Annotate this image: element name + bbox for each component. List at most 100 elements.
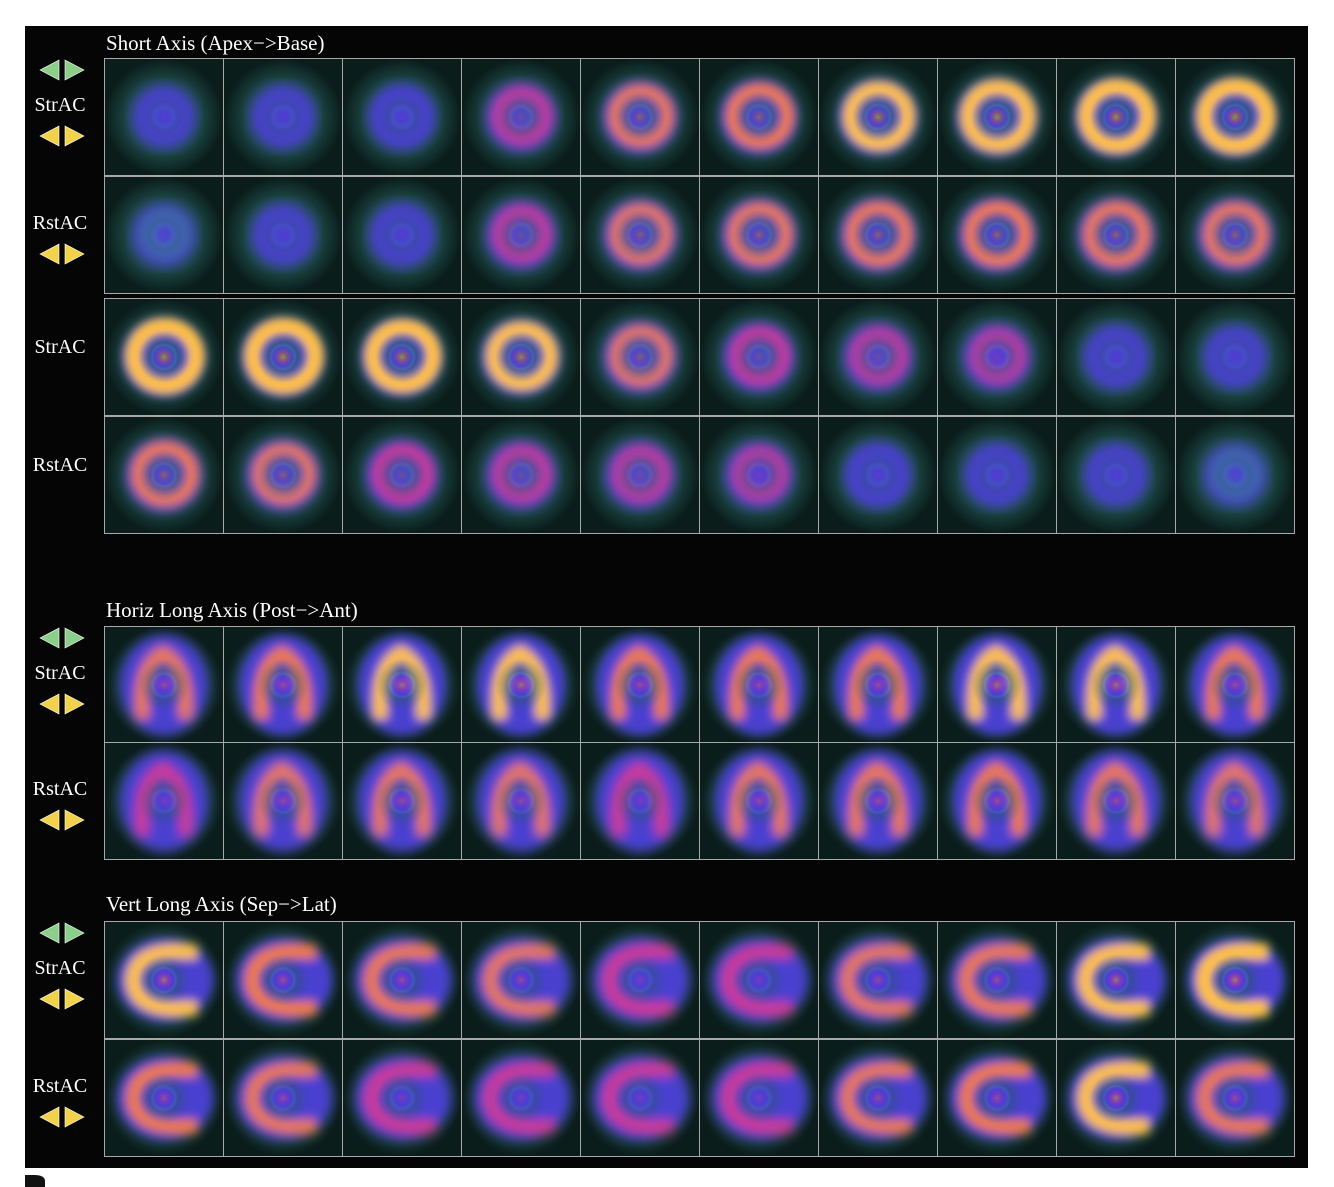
slice-image[interactable]: [818, 921, 938, 1039]
slice-image[interactable]: [580, 742, 700, 860]
slice-image[interactable]: [580, 176, 700, 294]
slice-image[interactable]: [461, 921, 581, 1039]
slice-image[interactable]: [104, 416, 224, 534]
slice-image[interactable]: [223, 176, 343, 294]
slice-image[interactable]: [342, 921, 462, 1039]
slice-row: [104, 58, 1295, 176]
slice-image[interactable]: [1175, 58, 1295, 176]
slice-image[interactable]: [223, 416, 343, 534]
slice-image[interactable]: [104, 742, 224, 860]
slice-image[interactable]: [1175, 176, 1295, 294]
row-label-rstac: RstAC: [32, 1075, 88, 1097]
slice-image[interactable]: [937, 298, 1057, 416]
slice-nav-arrows-yellow-icon[interactable]: [38, 124, 86, 148]
slice-image[interactable]: [1056, 742, 1176, 860]
slice-image[interactable]: [461, 742, 581, 860]
slice-image[interactable]: [342, 176, 462, 294]
slice-image[interactable]: [818, 416, 938, 534]
slice-image[interactable]: [699, 1039, 819, 1157]
slice-image[interactable]: [223, 1039, 343, 1157]
slice-image[interactable]: [937, 416, 1057, 534]
slice-image[interactable]: [580, 921, 700, 1039]
slice-image[interactable]: [699, 416, 819, 534]
slice-image[interactable]: [699, 626, 819, 744]
page-corner-mark: [25, 1175, 45, 1187]
slice-image[interactable]: [104, 58, 224, 176]
slice-image[interactable]: [223, 921, 343, 1039]
slice-image[interactable]: [937, 58, 1057, 176]
slice-image[interactable]: [461, 626, 581, 744]
slice-image[interactable]: [104, 626, 224, 744]
slice-nav-arrows-green-icon[interactable]: [38, 58, 86, 82]
slice-image[interactable]: [818, 298, 938, 416]
slice-image[interactable]: [699, 298, 819, 416]
slice-image[interactable]: [937, 626, 1057, 744]
slice-row: [104, 742, 1295, 860]
slice-image[interactable]: [580, 58, 700, 176]
slice-image[interactable]: [937, 921, 1057, 1039]
slice-nav-arrows-yellow-icon[interactable]: [38, 692, 86, 716]
slice-image[interactable]: [223, 58, 343, 176]
slice-image[interactable]: [699, 742, 819, 860]
slice-image[interactable]: [461, 298, 581, 416]
slice-image[interactable]: [461, 58, 581, 176]
slice-image[interactable]: [1056, 416, 1176, 534]
slice-image[interactable]: [461, 416, 581, 534]
slice-image[interactable]: [1175, 921, 1295, 1039]
row-label-strac: StrAC: [34, 336, 86, 358]
slice-image[interactable]: [223, 742, 343, 860]
slice-image[interactable]: [818, 742, 938, 860]
slice-image[interactable]: [104, 176, 224, 294]
slice-image[interactable]: [1056, 1039, 1176, 1157]
slice-nav-arrows-yellow-icon[interactable]: [38, 987, 86, 1011]
slice-image[interactable]: [104, 921, 224, 1039]
slice-image[interactable]: [342, 298, 462, 416]
slice-image[interactable]: [580, 626, 700, 744]
slice-image[interactable]: [461, 1039, 581, 1157]
slice-image[interactable]: [818, 1039, 938, 1157]
slice-image[interactable]: [342, 626, 462, 744]
row-label-strac: StrAC: [34, 662, 86, 684]
slice-image[interactable]: [699, 58, 819, 176]
slice-image[interactable]: [818, 58, 938, 176]
slice-image[interactable]: [342, 416, 462, 534]
slice-nav-arrows-green-icon[interactable]: [38, 921, 86, 945]
slice-image[interactable]: [1056, 58, 1176, 176]
row-label-rstac: RstAC: [32, 454, 88, 476]
slice-image[interactable]: [1175, 298, 1295, 416]
slice-image[interactable]: [461, 176, 581, 294]
slice-image[interactable]: [1056, 626, 1176, 744]
slice-image[interactable]: [1056, 921, 1176, 1039]
slice-image[interactable]: [937, 742, 1057, 860]
slice-image[interactable]: [699, 921, 819, 1039]
slice-image[interactable]: [699, 176, 819, 294]
section-title-short-axis: Short Axis (Apex−>Base): [106, 31, 325, 55]
spect-slice-viewer: Short Axis (Apex−>Base) StrAC RstAC StrA…: [25, 26, 1308, 1168]
slice-nav-arrows-yellow-icon[interactable]: [38, 1105, 86, 1129]
slice-row: [104, 1039, 1295, 1157]
slice-image[interactable]: [937, 1039, 1057, 1157]
slice-image[interactable]: [580, 416, 700, 534]
slice-image[interactable]: [1175, 626, 1295, 744]
slice-image[interactable]: [1175, 1039, 1295, 1157]
slice-image[interactable]: [1056, 176, 1176, 294]
slice-image[interactable]: [1056, 298, 1176, 416]
slice-image[interactable]: [937, 176, 1057, 294]
slice-image[interactable]: [342, 1039, 462, 1157]
slice-image[interactable]: [818, 626, 938, 744]
slice-image[interactable]: [818, 176, 938, 294]
slice-nav-arrows-yellow-icon[interactable]: [38, 808, 86, 832]
slice-image[interactable]: [580, 1039, 700, 1157]
slice-image[interactable]: [104, 1039, 224, 1157]
slice-image[interactable]: [1175, 416, 1295, 534]
slice-image[interactable]: [342, 742, 462, 860]
slice-image[interactable]: [342, 58, 462, 176]
slice-nav-arrows-green-icon[interactable]: [38, 626, 86, 650]
slice-image[interactable]: [104, 298, 224, 416]
slice-image[interactable]: [1175, 742, 1295, 860]
slice-image[interactable]: [580, 298, 700, 416]
slice-nav-arrows-yellow-icon[interactable]: [38, 242, 86, 266]
slice-row: [104, 921, 1295, 1039]
slice-image[interactable]: [223, 626, 343, 744]
slice-image[interactable]: [223, 298, 343, 416]
